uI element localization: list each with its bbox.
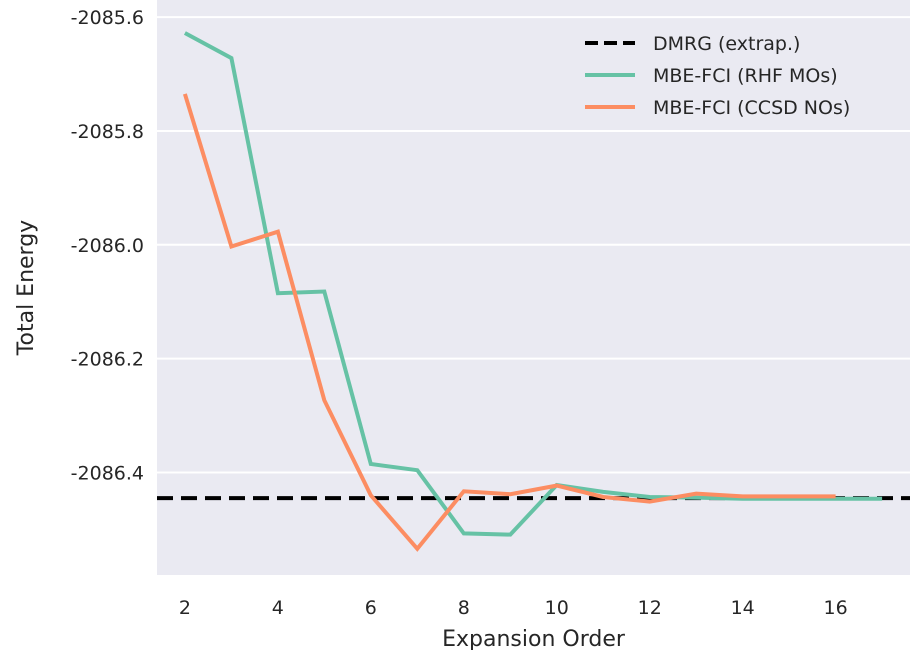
x-tick-label: 6	[365, 597, 377, 619]
legend-label: MBE-FCI (RHF MOs)	[653, 65, 838, 87]
y-tick-labels: -2085.6 -2085.8 -2086.0 -2086.2 -2086.4	[71, 7, 144, 484]
series-line	[183, 31, 883, 537]
y-axis-title: Total Energy	[14, 220, 39, 356]
y-tick-label: -2085.6	[71, 7, 144, 29]
series-lines	[182, 31, 883, 552]
x-tick-label: 14	[731, 597, 755, 619]
x-tick-label: 8	[458, 597, 470, 619]
x-tick-labels: 2 4 6 8 10 12 14 16	[179, 597, 848, 619]
legend: DMRG (extrap.) MBE-FCI (RHF MOs) MBE-FCI (…	[585, 33, 850, 119]
x-tick-label: 10	[545, 597, 569, 619]
x-tick-label: 16	[824, 597, 848, 619]
plot-background	[157, 0, 910, 575]
y-tick-label: -2086.0	[71, 235, 144, 257]
legend-label: MBE-FCI (CCSD NOs)	[653, 97, 850, 119]
legend-label: DMRG (extrap.)	[653, 33, 800, 55]
x-tick-label: 4	[272, 597, 284, 619]
y-tick-label: -2086.2	[71, 349, 144, 371]
x-axis-title: Expansion Order	[442, 627, 626, 650]
y-tick-label: -2085.8	[71, 121, 144, 143]
y-tick-label: -2086.4	[71, 463, 144, 485]
x-tick-label: 12	[638, 597, 662, 619]
series-line	[182, 93, 836, 552]
x-tick-label: 2	[179, 597, 191, 619]
